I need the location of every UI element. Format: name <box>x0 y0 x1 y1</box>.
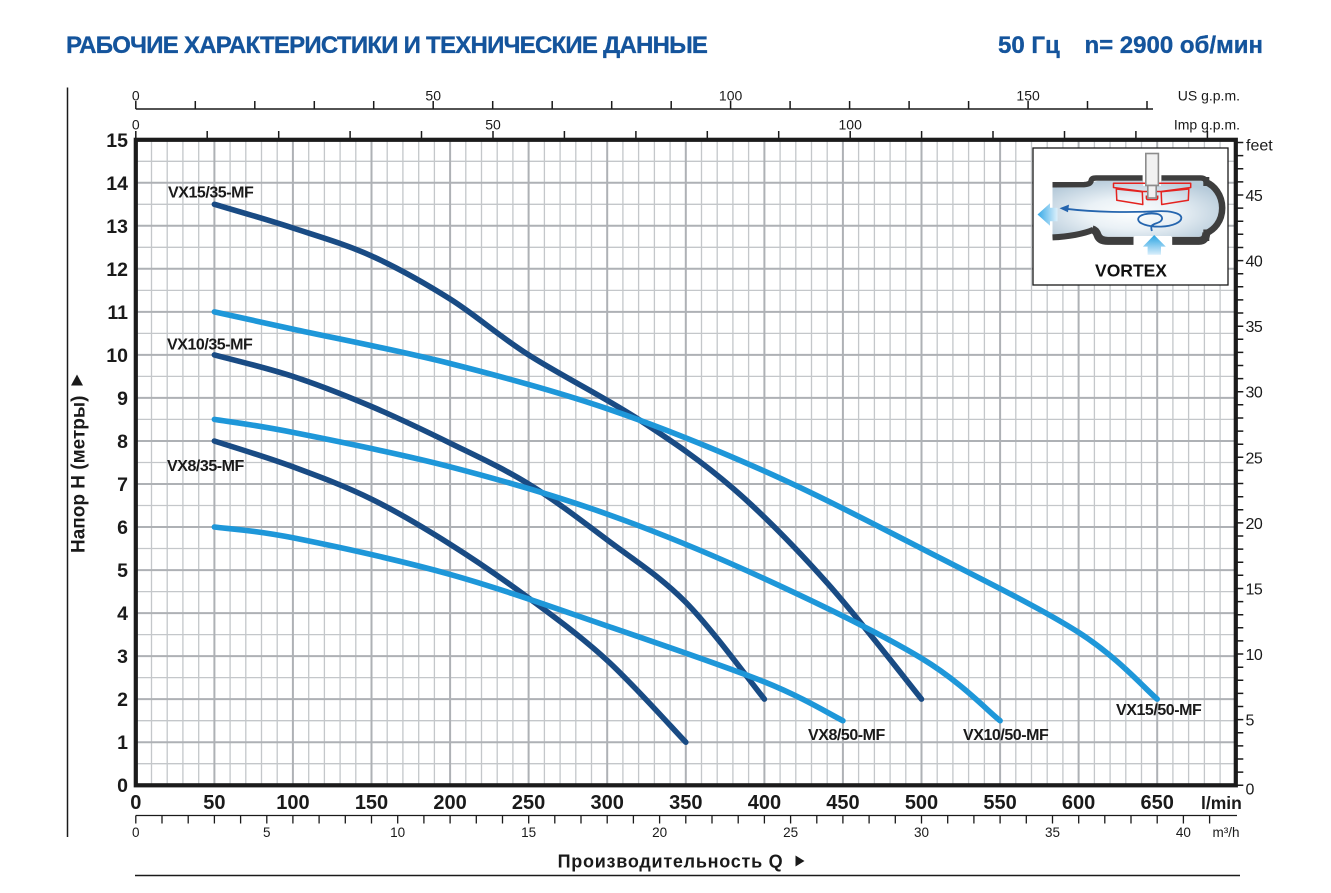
svg-text:200: 200 <box>433 792 466 814</box>
svg-text:0: 0 <box>130 792 141 814</box>
svg-text:450: 450 <box>826 792 859 814</box>
svg-text:650: 650 <box>1141 792 1174 814</box>
svg-text:Напор H (метры): Напор H (метры) <box>69 396 90 553</box>
svg-text:5: 5 <box>1246 713 1255 730</box>
svg-text:40: 40 <box>1176 825 1191 840</box>
svg-text:0: 0 <box>117 775 128 797</box>
svg-text:30: 30 <box>914 825 929 840</box>
svg-text:4: 4 <box>117 603 128 625</box>
svg-text:15: 15 <box>1246 582 1263 599</box>
svg-text:13: 13 <box>106 216 128 238</box>
svg-text:100: 100 <box>719 88 743 104</box>
svg-text:50: 50 <box>425 88 441 104</box>
svg-text:100: 100 <box>839 117 863 133</box>
svg-text:45: 45 <box>1246 188 1263 205</box>
svg-text:20: 20 <box>1246 516 1263 533</box>
svg-text:15: 15 <box>521 825 536 840</box>
svg-text:11: 11 <box>107 302 128 324</box>
svg-text:15: 15 <box>106 130 128 152</box>
svg-text:0: 0 <box>1246 782 1255 799</box>
svg-text:7: 7 <box>117 474 128 496</box>
svg-text:5: 5 <box>263 825 271 840</box>
svg-text:150: 150 <box>1016 88 1040 104</box>
svg-text:VX8/35-MF: VX8/35-MF <box>167 458 245 475</box>
svg-text:VX15/35-MF: VX15/35-MF <box>168 185 254 202</box>
svg-text:40: 40 <box>1246 254 1263 271</box>
svg-text:35: 35 <box>1246 319 1263 336</box>
svg-text:1: 1 <box>117 732 128 754</box>
svg-text:5: 5 <box>117 560 128 582</box>
svg-text:VX15/50-MF: VX15/50-MF <box>1116 702 1202 719</box>
svg-text:0: 0 <box>132 825 140 840</box>
svg-text:US g.p.m.: US g.p.m. <box>1178 88 1240 104</box>
svg-text:0: 0 <box>132 117 140 133</box>
svg-text:8: 8 <box>117 431 128 453</box>
svg-text:50: 50 <box>203 792 225 814</box>
svg-text:12: 12 <box>106 259 128 281</box>
svg-text:150: 150 <box>355 792 388 814</box>
svg-text:РАБОЧИЕ ХАРАКТЕРИСТИКИ И ТЕХНИ: РАБОЧИЕ ХАРАКТЕРИСТИКИ И ТЕХНИЧЕСКИЕ ДАН… <box>66 32 708 59</box>
svg-text:600: 600 <box>1062 792 1095 814</box>
svg-text:9: 9 <box>117 388 128 410</box>
svg-text:2: 2 <box>117 689 128 711</box>
svg-text:VORTEX: VORTEX <box>1095 261 1167 281</box>
svg-text:35: 35 <box>1045 825 1060 840</box>
svg-text:VX8/50-MF: VX8/50-MF <box>808 727 886 744</box>
svg-text:10: 10 <box>1246 647 1263 664</box>
svg-text:0: 0 <box>132 88 140 104</box>
svg-text:250: 250 <box>512 792 545 814</box>
svg-text:m³/h: m³/h <box>1213 825 1240 840</box>
svg-text:100: 100 <box>276 792 309 814</box>
svg-text:30: 30 <box>1246 385 1263 402</box>
svg-text:VX10/35-MF: VX10/35-MF <box>167 337 253 354</box>
svg-text:50: 50 <box>485 117 501 133</box>
svg-text:350: 350 <box>669 792 702 814</box>
svg-text:10: 10 <box>106 345 128 367</box>
svg-text:400: 400 <box>748 792 781 814</box>
svg-text:feet: feet <box>1246 138 1273 155</box>
svg-text:n= 2900 об/мин: n= 2900 об/мин <box>1084 32 1263 59</box>
svg-text:50 Гц: 50 Гц <box>998 32 1060 59</box>
svg-text:3: 3 <box>117 646 128 668</box>
svg-text:14: 14 <box>106 173 128 195</box>
svg-text:l/min: l/min <box>1201 793 1242 813</box>
svg-text:Производительность Q: Производительность Q <box>558 852 784 872</box>
svg-text:VX10/50-MF: VX10/50-MF <box>963 727 1049 744</box>
svg-text:25: 25 <box>1246 450 1263 467</box>
svg-text:500: 500 <box>905 792 938 814</box>
svg-text:Imp g.p.m.: Imp g.p.m. <box>1174 117 1240 133</box>
svg-text:300: 300 <box>591 792 624 814</box>
svg-text:20: 20 <box>652 825 667 840</box>
svg-text:10: 10 <box>390 825 405 840</box>
svg-text:6: 6 <box>117 517 128 539</box>
svg-text:25: 25 <box>783 825 798 840</box>
svg-text:550: 550 <box>983 792 1016 814</box>
